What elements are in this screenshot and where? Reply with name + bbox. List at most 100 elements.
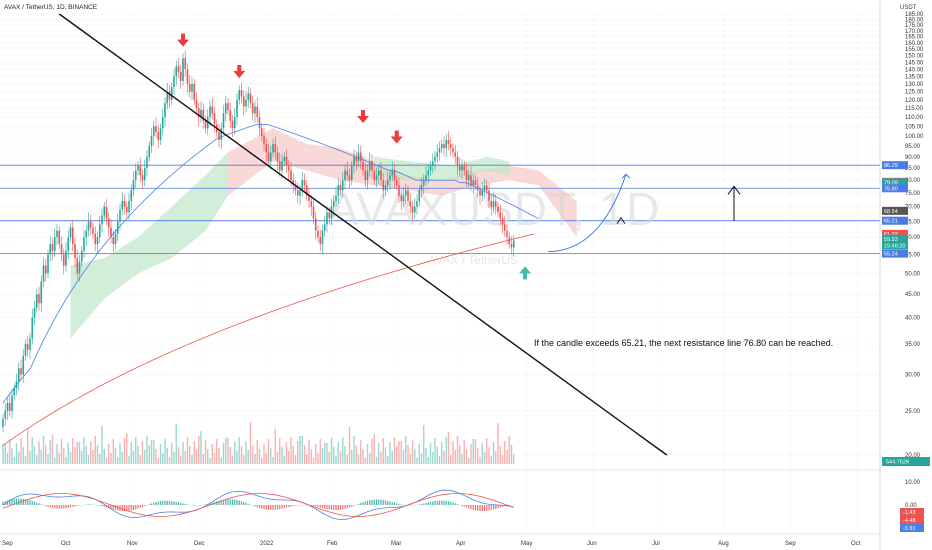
time-axis: Sep Oct Nov Dec 2022 Feb Mar Apr May Jun Jul Aug Sep… bbox=[2, 541, 861, 547]
candle-body bbox=[112, 237, 115, 244]
volume-bar bbox=[45, 445, 47, 464]
volume-bar bbox=[200, 431, 202, 464]
macd-histogram-bar bbox=[159, 501, 162, 505]
volume-bar bbox=[342, 437, 344, 464]
candle-body bbox=[188, 83, 191, 92]
volume-bar bbox=[69, 452, 72, 464]
macd-histogram-bar bbox=[180, 502, 182, 505]
price-tag bbox=[882, 161, 908, 170]
macd-histogram-bar bbox=[65, 505, 67, 509]
candle-body bbox=[182, 58, 184, 81]
candle-body bbox=[260, 128, 263, 136]
macd-histogram-bar bbox=[456, 504, 459, 505]
volume-bar bbox=[6, 453, 9, 464]
macd-histogram-bar bbox=[47, 505, 49, 507]
price-tick-label: 115.00 bbox=[905, 106, 924, 112]
volume-bar bbox=[9, 439, 11, 464]
volume-bar bbox=[49, 440, 51, 464]
candle-body bbox=[137, 165, 139, 171]
time-tick-label: Sep bbox=[785, 541, 796, 547]
candle-body bbox=[283, 156, 286, 162]
candle-body bbox=[249, 93, 252, 104]
macd-histogram-bar bbox=[312, 505, 315, 506]
volume-bar bbox=[292, 446, 294, 464]
volume-bar bbox=[29, 451, 31, 464]
volume-bar bbox=[146, 436, 148, 464]
volume-bar bbox=[87, 455, 90, 464]
candle-body bbox=[317, 230, 319, 238]
macd-histogram-bar bbox=[389, 501, 391, 505]
candle-body bbox=[175, 66, 178, 77]
macd-histogram-bar bbox=[483, 505, 486, 511]
candle-body bbox=[382, 180, 385, 191]
volume-bar bbox=[137, 446, 139, 464]
candle-body bbox=[20, 368, 22, 375]
volume-bar bbox=[447, 432, 450, 464]
candle-body bbox=[204, 120, 207, 129]
candle-body bbox=[472, 180, 475, 186]
macd-histogram-bar bbox=[40, 504, 42, 505]
candle-body bbox=[294, 185, 297, 191]
candle-body bbox=[386, 180, 389, 186]
volume-bar bbox=[380, 452, 382, 464]
candle-body bbox=[42, 265, 45, 282]
candle-body bbox=[157, 132, 160, 140]
macd-histogram-bar bbox=[135, 505, 137, 510]
volume-bar bbox=[303, 445, 306, 464]
candle-body bbox=[33, 307, 36, 318]
volume-bar bbox=[72, 438, 74, 464]
volume-bar bbox=[121, 452, 123, 464]
candle-body bbox=[265, 144, 268, 153]
candle-body bbox=[58, 230, 61, 244]
candle-body bbox=[479, 190, 481, 196]
volume-bar bbox=[128, 456, 130, 464]
volume-bar bbox=[270, 448, 272, 464]
time-tick-label: Aug bbox=[718, 541, 729, 547]
candle-body bbox=[103, 206, 106, 216]
macd-histogram-bar bbox=[279, 505, 281, 510]
volume-bar bbox=[418, 444, 420, 464]
macd-histogram-bar bbox=[245, 502, 247, 505]
candle-body bbox=[141, 175, 144, 181]
macd-histogram-bar bbox=[58, 505, 60, 509]
candle-body bbox=[152, 126, 155, 136]
macd-histogram-bar bbox=[425, 502, 427, 505]
candle-body bbox=[256, 106, 259, 118]
volume-bar bbox=[490, 456, 492, 464]
candle-body bbox=[319, 237, 322, 244]
candle-body bbox=[328, 212, 331, 219]
macd-histogram-bar bbox=[182, 503, 184, 505]
macd-histogram-bar bbox=[447, 501, 450, 505]
symbol-watermark-sub: AVAX / TetherUS bbox=[428, 253, 518, 267]
candle-body bbox=[233, 117, 236, 129]
candle-body bbox=[107, 218, 110, 228]
volume-bar bbox=[400, 441, 402, 464]
candle-body bbox=[94, 233, 97, 244]
macd-histogram-bar bbox=[148, 504, 150, 505]
macd-histogram-bar bbox=[36, 502, 38, 505]
macd-histogram-bar bbox=[438, 500, 441, 505]
candle-body bbox=[274, 144, 277, 153]
candle-body bbox=[164, 103, 166, 118]
candle-body bbox=[202, 109, 205, 121]
candle-body bbox=[366, 170, 369, 181]
macd-histogram-bar bbox=[112, 505, 114, 510]
time-tick-label: Dec bbox=[194, 541, 205, 547]
macd-histogram-bar bbox=[258, 505, 261, 508]
candle-body bbox=[490, 201, 493, 207]
volume-bar bbox=[135, 437, 137, 464]
candle-body bbox=[40, 281, 43, 304]
volume-bar bbox=[461, 454, 463, 464]
volume-bar bbox=[405, 436, 407, 464]
macd-histogram-bar bbox=[263, 505, 265, 510]
macd-histogram-bar bbox=[276, 505, 279, 510]
volume-bar bbox=[13, 457, 15, 464]
macd-histogram-bar bbox=[186, 504, 189, 505]
volume-bar bbox=[227, 438, 229, 464]
price-tag-label: 79.09 bbox=[884, 180, 898, 186]
macd-histogram-bar bbox=[141, 505, 144, 507]
macd-histogram-bar bbox=[254, 505, 256, 507]
macd-histogram-bar bbox=[400, 504, 402, 505]
candle-body bbox=[242, 96, 245, 107]
volume-bar bbox=[328, 452, 330, 464]
